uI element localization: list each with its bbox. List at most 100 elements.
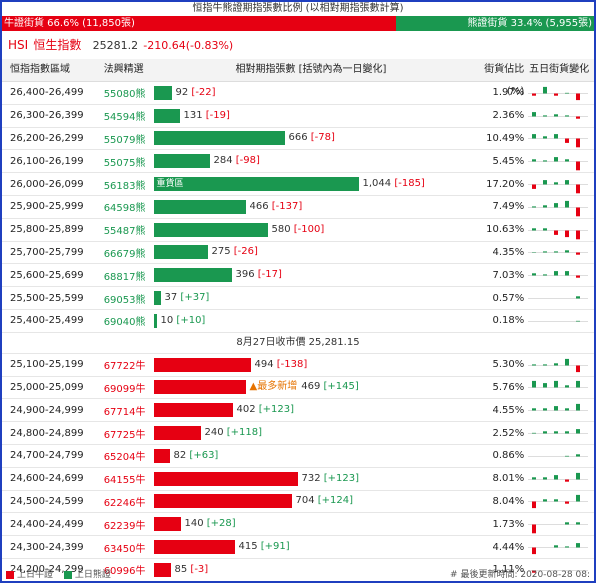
range-cell: 24,200-24,299 (10, 564, 84, 576)
featured-code-link[interactable]: 67714牛 (103, 406, 146, 418)
outstanding-pct: 17.20% (486, 178, 525, 190)
featured-code-link[interactable]: 62239牛 (103, 520, 146, 532)
featured-code-link[interactable]: 67725牛 (103, 429, 146, 441)
header-contracts: 相對期指張數 [括號內為一日變化] (235, 64, 387, 75)
featured-code-link[interactable]: 60996牛 (103, 566, 146, 578)
sparkline-svg (528, 495, 589, 509)
outstanding-pct: 10.49% (486, 132, 525, 144)
contracts-value: 704 (295, 495, 318, 507)
table-row[interactable]: 25,600-25,699 68817熊 396 [-17] 7.03% (2, 264, 594, 288)
daily-change: [-78] (310, 132, 335, 144)
contracts-label: 131 [-19] (184, 109, 230, 123)
outstanding-pct: 2.52% (492, 427, 525, 439)
index-summary: HSI 恒生指數 25281.2 -210.64(-0.83%) (2, 31, 594, 59)
featured-code-link[interactable]: 63450牛 (103, 543, 146, 555)
featured-code-link[interactable]: 62246牛 (103, 497, 146, 509)
five-day-sparkline (524, 311, 594, 331)
range-cell: 24,900-24,999 (10, 404, 84, 416)
sparkline-bar (554, 499, 559, 502)
outstanding-pct: 2.36% (492, 110, 525, 122)
sparkline-bar (532, 111, 537, 117)
contracts-label: 240 [+118] (205, 426, 263, 440)
sparkline-bar (554, 381, 559, 388)
outstanding-pct: 1.73% (492, 518, 525, 530)
contracts-bar (153, 199, 246, 214)
contracts-cell: 666 [-78] (152, 128, 471, 148)
featured-code-link[interactable]: 56183熊 (103, 180, 146, 192)
contracts-bar (153, 154, 210, 169)
table-row[interactable]: 24,700-24,799 65204牛 82 [+63] 0.86% (2, 445, 594, 468)
last-updated: # 最後更新時間: 2020-08-28 08: (450, 570, 590, 580)
five-day-sparkline (524, 469, 594, 489)
table-row[interactable]: 25,500-25,599 69053熊 37 [+37] 0.57% (2, 287, 594, 310)
table-row[interactable]: 24,200-24,299 60996牛 85 [-3] 1.11% (2, 559, 594, 581)
contracts-bar (153, 471, 298, 486)
table-row[interactable]: 26,000-26,099 56183熊 重貨區 1,044 [-185] 17.20% (2, 173, 594, 196)
featured-code-link[interactable]: 55487熊 (103, 226, 146, 238)
contracts-label: 666 [-78] (289, 131, 335, 145)
featured-code-link[interactable]: 69053熊 (103, 294, 146, 306)
sparkline-bar (543, 136, 548, 139)
outstanding-pct: 10.63% (486, 224, 525, 236)
contracts-value: 92 (175, 86, 192, 98)
contracts-value: 1,044 (362, 178, 395, 190)
sparkline-svg (528, 111, 589, 119)
sparkline-bar (565, 431, 570, 434)
featured-code-link[interactable]: 55075熊 (103, 157, 146, 169)
table-row[interactable]: 26,400-26,499 55080熊 92 [-22] 1.97% (2, 82, 594, 105)
table-row[interactable]: 24,500-24,599 62246牛 704 [+124] 8.04% (2, 491, 594, 514)
table-row[interactable]: 25,800-25,899 55487熊 580 [-100] 10.63% (2, 219, 594, 242)
contracts-cell: ▲最多新增 469 [+145] (152, 377, 471, 397)
sparkline-bar (543, 408, 548, 411)
outstanding-pct: 5.76% (492, 381, 525, 393)
sparkline-bar (565, 200, 570, 208)
contracts-cell: 131 [-19] (152, 106, 471, 126)
featured-code-link[interactable]: 64598熊 (103, 203, 146, 215)
outstanding-pct: 7.49% (492, 201, 525, 213)
sparkline-bar (532, 159, 537, 162)
table-row[interactable]: 25,100-25,199 67722牛 494 [-138] 5.30% (2, 354, 594, 377)
sparkline-bar (576, 320, 581, 322)
table-row[interactable]: 24,400-24,499 62239牛 140 [+28] 1.73% (2, 513, 594, 537)
legend-bull-swatch (6, 570, 14, 579)
daily-change: [-22] (191, 86, 216, 98)
contracts-cell: 494 [-138] (152, 355, 471, 375)
featured-code-link[interactable]: 54594熊 (103, 112, 146, 124)
contracts-bar (153, 313, 157, 328)
featured-code-link[interactable]: 67722牛 (103, 361, 146, 373)
outstanding-pct: 4.44% (492, 541, 525, 553)
table-row[interactable]: 25,900-25,999 64598熊 466 [-137] 7.49% (2, 196, 594, 219)
featured-code-link[interactable]: 69040熊 (103, 317, 146, 329)
table-row[interactable]: 26,300-26,399 54594熊 131 [-19] 2.36% (2, 105, 594, 128)
featured-code-link[interactable]: 68817熊 (103, 271, 146, 283)
featured-code-link[interactable]: 69099牛 (103, 383, 146, 395)
featured-code-link[interactable]: 55079熊 (103, 134, 146, 146)
table-row[interactable]: 25,400-25,499 69040熊 10 [+10] 0.18% (2, 310, 594, 333)
sparkline-bar (532, 381, 537, 388)
table-row[interactable]: 24,300-24,399 63450牛 415 [+91] 4.44% (2, 536, 594, 559)
table-row[interactable]: 24,600-24,699 64155牛 732 [+123] 8.01% (2, 468, 594, 491)
sparkline-svg (528, 381, 589, 389)
table-row[interactable]: 26,200-26,299 55079熊 666 [-78] 10.49% (2, 128, 594, 151)
featured-code-link[interactable]: 66679熊 (103, 248, 146, 260)
most-added-tag: ▲最多新增 (249, 381, 298, 393)
featured-code-link[interactable]: 64155牛 (103, 475, 146, 487)
table-row[interactable]: 26,100-26,199 55075熊 284 [-98] 5.45% (2, 150, 594, 174)
table-row[interactable]: 24,800-24,899 67725牛 240 [+118] 2.52% (2, 422, 594, 445)
daily-change: [+28] (206, 518, 236, 530)
sparkline-bar (576, 365, 581, 372)
featured-code-link[interactable]: 65204牛 (103, 452, 146, 464)
table-row[interactable]: 25,700-25,799 66679熊 275 [-26] 4.35% (2, 242, 594, 265)
contracts-value: 732 (301, 472, 324, 484)
footer: 上日牛證 上日熊證 # 最後更新時間: 2020-08-28 08: (2, 569, 594, 581)
featured-code-link[interactable]: 55080熊 (103, 89, 146, 101)
sparkline-bar (532, 432, 537, 434)
contracts-label: 732 [+123] (302, 472, 360, 486)
header-five-day: 五日街貨變化 (529, 64, 590, 75)
header-pct: 街貨佔比(%) (484, 64, 525, 97)
index-value: 25281.2 (92, 39, 139, 52)
table-row[interactable]: 24,900-24,999 67714牛 402 [+123] 4.55% (2, 399, 594, 423)
table-row[interactable]: 25,000-25,099 69099牛 ▲最多新增 469 [+145] 5.76% (2, 377, 594, 400)
contracts-value: 580 (271, 223, 294, 235)
